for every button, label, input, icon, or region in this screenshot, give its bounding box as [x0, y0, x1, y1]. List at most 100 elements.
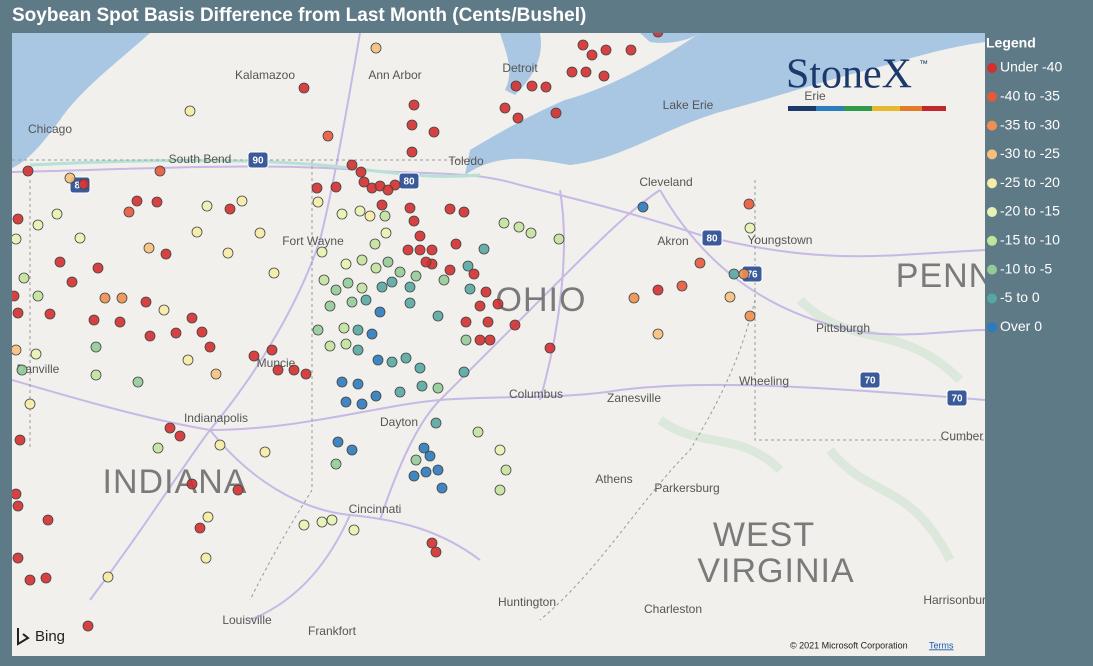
location-dot [652, 328, 664, 340]
legend-label: Over 0 [1000, 318, 1042, 334]
location-dot [131, 195, 143, 207]
location-dot [330, 181, 342, 193]
location-dot [728, 268, 740, 280]
location-dot [154, 165, 166, 177]
location-dot [406, 119, 418, 131]
location-dot [254, 227, 266, 239]
highway-number: 90 [252, 156, 264, 167]
city-label: Lake Erie [663, 98, 714, 112]
location-dot [460, 334, 472, 346]
highway-number: 76 [746, 270, 758, 281]
location-dot [316, 516, 328, 528]
legend-swatch [987, 264, 997, 275]
region-label: PENN [896, 257, 994, 295]
legend-label: -20 to -15 [1000, 203, 1060, 219]
location-dot [509, 319, 521, 331]
logo-bar [788, 106, 816, 111]
location-dot [420, 466, 432, 478]
region-label: VIRGINIA [697, 552, 854, 590]
location-dot [372, 354, 384, 366]
city-label: Frankfort [308, 624, 357, 638]
location-dot [652, 284, 664, 296]
location-dot [550, 107, 562, 119]
location-dot [210, 368, 222, 380]
terms-link[interactable]: Terms [929, 640, 954, 650]
location-dot [164, 422, 176, 434]
location-dot [186, 312, 198, 324]
location-dot [336, 376, 348, 388]
location-dot [116, 292, 128, 304]
forest [657, 296, 964, 563]
lake-michigan [12, 33, 150, 168]
location-dot [444, 264, 456, 276]
location-dot [410, 454, 422, 466]
location-dot [432, 310, 444, 322]
location-dot [744, 310, 756, 322]
location-dot [184, 105, 196, 117]
location-dot [436, 482, 448, 494]
location-dot [628, 292, 640, 304]
location-dot [324, 300, 336, 312]
logo-bar [900, 106, 922, 111]
location-dot [18, 272, 30, 284]
location-dot [376, 199, 388, 211]
location-dot [724, 291, 736, 303]
highway-shield [859, 371, 881, 389]
location-dot [272, 364, 284, 376]
location-dot [82, 620, 94, 632]
location-dot [44, 308, 56, 320]
city-label: Huntington [498, 595, 556, 609]
location-dot [40, 572, 52, 584]
location-dot [191, 226, 203, 238]
location-dot [386, 276, 398, 288]
highway-shield [701, 229, 723, 247]
location-dot [12, 290, 20, 302]
location-dot [298, 519, 310, 531]
location-dot [360, 294, 372, 306]
location-dot [370, 42, 382, 54]
location-dot [352, 344, 364, 356]
location-dot [51, 208, 63, 220]
location-dot [526, 80, 538, 92]
logo: StoneX ™ [786, 52, 946, 111]
location-dot [625, 44, 637, 56]
location-dot [743, 198, 755, 210]
location-dot [88, 314, 100, 326]
city-label: Zanesville [607, 391, 661, 405]
location-dot [430, 546, 442, 558]
location-dot [494, 444, 506, 456]
location-dot [12, 500, 24, 512]
location-dot [346, 444, 358, 456]
highway-shield [247, 151, 269, 169]
location-dot [494, 484, 506, 496]
location-dot [484, 334, 496, 346]
location-dot [499, 102, 511, 114]
location-dot [298, 82, 310, 94]
location-dot [201, 200, 213, 212]
legend-swatch [987, 91, 997, 102]
highway-number: 80 [403, 177, 415, 188]
location-dot [259, 446, 271, 458]
legend-swatch [987, 322, 997, 333]
logo-bar [844, 106, 872, 111]
legend-label: -15 to -10 [1000, 232, 1060, 248]
location-dot [432, 464, 444, 476]
location-dot [460, 316, 472, 328]
location-dot [196, 326, 208, 338]
city-label: Chicago [28, 122, 72, 136]
location-dot [580, 66, 592, 78]
location-dot [30, 348, 42, 360]
location-dot [598, 70, 610, 82]
location-dot [202, 511, 214, 523]
location-dot [376, 281, 388, 293]
location-dot [352, 378, 364, 390]
location-dot [472, 426, 484, 438]
city-label: Pittsburgh [816, 321, 870, 335]
location-dot [414, 244, 426, 256]
logo-bar [922, 106, 946, 111]
legend: Under -40 -40 to -35 -35 to -30 -30 to -25 -… [987, 59, 1062, 334]
location-dot [332, 436, 344, 448]
location-dot [90, 341, 102, 353]
location-dot [474, 334, 486, 346]
location-dot [382, 256, 394, 268]
